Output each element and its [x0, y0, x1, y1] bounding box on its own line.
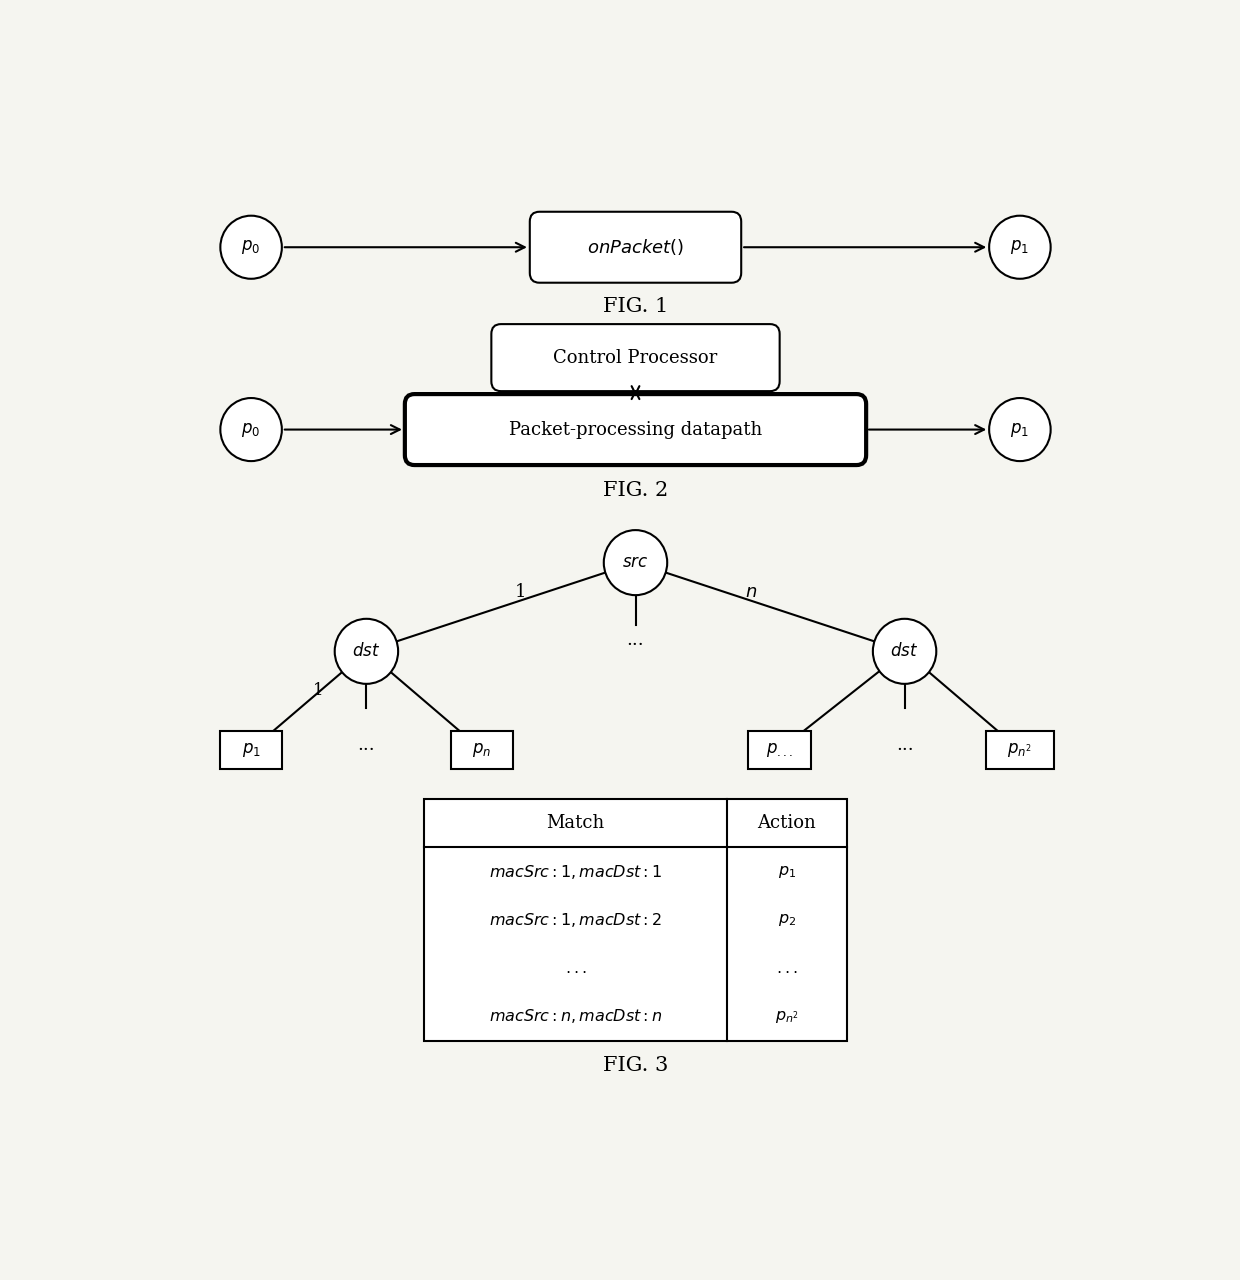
Text: $p_0$: $p_0$ — [242, 238, 260, 256]
Text: ...: ... — [626, 631, 645, 649]
Bar — [986, 731, 1054, 768]
Text: $p_n$: $p_n$ — [472, 741, 491, 759]
Text: 1: 1 — [515, 584, 526, 602]
Text: $\mathit{macSrc}:1,\mathit{macDst}:1$: $\mathit{macSrc}:1,\mathit{macDst}:1$ — [489, 863, 662, 881]
Text: 1: 1 — [312, 682, 324, 699]
Text: $\mathit{dst}$: $\mathit{dst}$ — [890, 643, 919, 660]
Text: $\mathit{src}$: $\mathit{src}$ — [622, 554, 649, 571]
Text: Action: Action — [758, 814, 816, 832]
Text: $\mathit{macSrc}:1,\mathit{macDst}:2$: $\mathit{macSrc}:1,\mathit{macDst}:2$ — [489, 911, 662, 929]
Circle shape — [335, 618, 398, 684]
Text: FIG. 3: FIG. 3 — [603, 1056, 668, 1075]
Text: $p_{...}$: $p_{...}$ — [766, 741, 794, 759]
Text: Packet-processing datapath: Packet-processing datapath — [508, 421, 763, 439]
Circle shape — [221, 216, 281, 279]
Text: $...$: $...$ — [564, 960, 587, 977]
Text: $p_{n^2}$: $p_{n^2}$ — [775, 1007, 799, 1025]
Circle shape — [990, 216, 1050, 279]
Text: $p_1$: $p_1$ — [777, 863, 796, 881]
Bar — [424, 799, 847, 1041]
Text: $\mathit{macSrc}:n,\mathit{macDst}:n$: $\mathit{macSrc}:n,\mathit{macDst}:n$ — [489, 1007, 662, 1025]
Circle shape — [221, 398, 281, 461]
Circle shape — [990, 398, 1050, 461]
Text: $\mathit{onPacket()}$: $\mathit{onPacket()}$ — [587, 237, 684, 257]
FancyBboxPatch shape — [491, 324, 780, 392]
FancyBboxPatch shape — [404, 394, 866, 465]
Text: $p_2$: $p_2$ — [777, 911, 796, 928]
Bar — [749, 731, 811, 768]
Text: $p_1$: $p_1$ — [242, 741, 260, 759]
Text: FIG. 2: FIG. 2 — [603, 481, 668, 500]
Text: $\mathit{dst}$: $\mathit{dst}$ — [352, 643, 381, 660]
Text: FIG. 1: FIG. 1 — [603, 297, 668, 316]
Text: $p_{n^2}$: $p_{n^2}$ — [1007, 741, 1033, 759]
Bar — [219, 731, 283, 768]
Text: ...: ... — [895, 736, 914, 754]
Text: Control Processor: Control Processor — [553, 348, 718, 366]
FancyBboxPatch shape — [529, 211, 742, 283]
Circle shape — [873, 618, 936, 684]
Text: $n$: $n$ — [745, 584, 756, 602]
Circle shape — [604, 530, 667, 595]
Text: $...$: $...$ — [776, 960, 797, 977]
Text: ...: ... — [357, 736, 376, 754]
Bar — [450, 731, 513, 768]
Text: $p_1$: $p_1$ — [1011, 421, 1029, 439]
Text: Match: Match — [547, 814, 605, 832]
Text: $p_0$: $p_0$ — [242, 421, 260, 439]
Text: $p_1$: $p_1$ — [1011, 238, 1029, 256]
